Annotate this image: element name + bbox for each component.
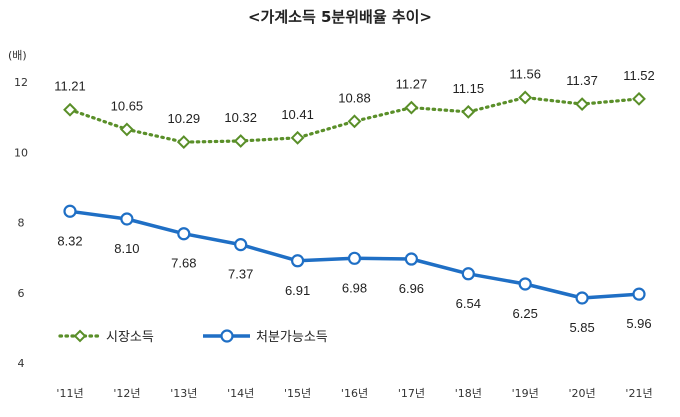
market-income-point: [347, 114, 362, 129]
disposable-income-point: [404, 252, 418, 266]
market-income-point: [575, 97, 590, 112]
x-tick-label: '21년: [625, 387, 652, 400]
disposable-income-point: [177, 227, 191, 241]
x-tick-label: '12년: [113, 387, 140, 400]
x-tick-label: '13년: [170, 387, 197, 400]
disposable-income-point: [632, 287, 646, 301]
disposable-income-point: [518, 277, 532, 291]
x-tick-label: '15년: [284, 387, 311, 400]
market-income-point: [632, 91, 646, 106]
market-income-label: 11.37: [566, 73, 598, 88]
y-tick-label: 6: [18, 287, 25, 300]
x-tick-label: '20년: [569, 387, 596, 400]
chart-title: <가계소득 5분위배율 추이>: [248, 8, 432, 26]
disposable-income-point: [461, 267, 475, 281]
disposable-income-point: [120, 212, 134, 226]
series-line-market-income: [68, 95, 641, 144]
market-income-label: 10.88: [338, 90, 371, 105]
y-axis-unit-label: (배): [8, 49, 27, 62]
market-income-label: 10.41: [281, 107, 314, 122]
disposable-income-label: 6.54: [456, 296, 481, 311]
market-income-point: [290, 130, 305, 145]
market-income-label: 10.32: [224, 110, 257, 125]
market-income-label: 11.21: [54, 79, 86, 94]
y-tick-label: 12: [14, 76, 28, 89]
disposable-income-point: [234, 238, 248, 252]
legend-disposable-income-marker: [220, 329, 234, 343]
legend: 시장소득 처분가능소득: [58, 329, 328, 345]
x-tick-label: '17년: [398, 387, 425, 400]
disposable-income-label: 8.10: [114, 241, 139, 256]
disposable-income-label: 6.91: [285, 283, 310, 298]
market-income-point: [404, 100, 419, 115]
market-income-point: [518, 90, 533, 105]
legend-market-income-marker: [73, 329, 87, 343]
x-tick-label: '14년: [227, 387, 254, 400]
disposable-income-point: [575, 291, 589, 305]
market-income-label: 11.52: [623, 68, 655, 83]
market-income-label: 11.15: [453, 81, 485, 96]
market-income-label: 10.29: [168, 111, 201, 126]
x-tick-label: '18년: [455, 387, 482, 400]
disposable-income-label: 7.68: [171, 256, 196, 271]
market-income-label: 10.65: [111, 98, 144, 113]
disposable-income-label: 6.98: [342, 280, 367, 295]
x-tick-label: '19년: [512, 387, 539, 400]
disposable-income-point: [291, 254, 305, 268]
y-tick-label: 8: [18, 217, 25, 230]
x-tick-label: '11년: [56, 387, 83, 400]
market-income-point: [461, 104, 476, 119]
data-label-layer: 11.21 10.65 10.29 10.32 10.41 10.88 11.27 11.15…: [54, 66, 655, 335]
axis-layer: 4 6 8 10 12 '11년 '12년 '13년 '14년 '15년 '16년 '17년 '18년 '…: [14, 76, 653, 400]
market-income-point: [176, 135, 191, 149]
disposable-income-label: 5.96: [626, 316, 651, 331]
disposable-income-label: 5.85: [569, 320, 594, 335]
y-tick-label: 10: [14, 146, 28, 159]
market-income-point: [119, 122, 134, 137]
series-layer: [63, 90, 646, 305]
legend-market-income-label: 시장소득: [106, 330, 154, 345]
disposable-income-point: [63, 204, 77, 218]
disposable-income-label: 6.25: [513, 306, 538, 321]
disposable-income-label: 6.96: [399, 281, 424, 296]
market-income-point: [233, 134, 248, 148]
disposable-income-point: [347, 251, 362, 265]
y-tick-label: 4: [18, 357, 25, 370]
x-tick-label: '16년: [341, 387, 368, 400]
market-income-point: [63, 102, 77, 117]
legend-disposable-income-label: 처분가능소득: [256, 330, 328, 345]
market-income-label: 11.56: [509, 66, 541, 81]
disposable-income-label: 8.32: [57, 233, 82, 248]
disposable-income-label: 7.37: [228, 267, 253, 282]
market-income-label: 11.27: [396, 77, 428, 92]
